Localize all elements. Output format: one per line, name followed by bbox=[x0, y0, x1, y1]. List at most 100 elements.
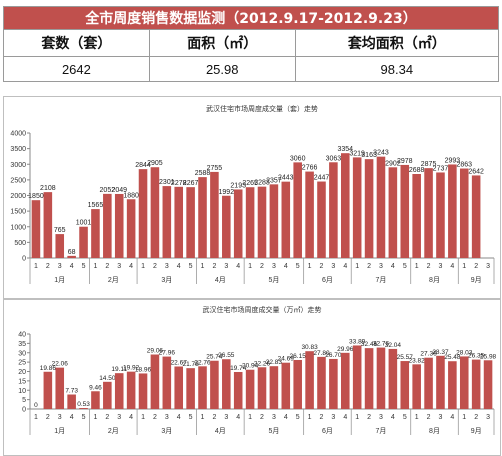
data-label: 2905 bbox=[147, 160, 163, 167]
data-label: 2267 bbox=[183, 180, 199, 187]
x-tick-label: 3 bbox=[331, 263, 335, 270]
x-tick-label: 3 bbox=[331, 414, 335, 421]
x-tick-label: 2 bbox=[105, 263, 109, 270]
y-tick-label: 25 bbox=[18, 360, 26, 367]
bar bbox=[114, 373, 124, 409]
data-label: 25.98 bbox=[480, 353, 497, 360]
data-label: 1992 bbox=[219, 189, 235, 196]
bar bbox=[305, 171, 314, 258]
month-label: 7月 bbox=[376, 427, 387, 435]
bar bbox=[79, 226, 88, 258]
bar bbox=[91, 391, 100, 409]
summary-title-row: 全市周度销售数据监测（2012.9.17-2012.9.23） bbox=[3, 6, 499, 30]
data-label: 2993 bbox=[445, 157, 461, 164]
data-label: 2049 bbox=[111, 187, 127, 194]
data-label: 3163 bbox=[361, 152, 377, 159]
bar bbox=[222, 195, 231, 258]
x-tick-label: 2 bbox=[153, 414, 157, 421]
chart-title: 武汉住宅市场周度成交量（套）走势 bbox=[206, 104, 318, 113]
value-units: 2642 bbox=[3, 56, 150, 82]
x-tick-label: 4 bbox=[70, 414, 74, 421]
x-tick-label: 5 bbox=[296, 263, 300, 270]
bar bbox=[210, 171, 219, 258]
month-label: 6月 bbox=[322, 276, 333, 284]
bar bbox=[198, 366, 207, 409]
x-tick-label: 1 bbox=[248, 263, 252, 270]
x-tick-label: 3 bbox=[165, 414, 169, 421]
bar bbox=[436, 355, 445, 409]
data-label: 0 bbox=[34, 402, 38, 409]
data-label: 26.55 bbox=[218, 352, 235, 359]
data-label: 23.82 bbox=[409, 357, 426, 364]
month-label: 4月 bbox=[215, 427, 226, 435]
x-tick-label: 1 bbox=[141, 414, 145, 421]
bar bbox=[162, 356, 172, 409]
x-tick-label: 2 bbox=[105, 414, 109, 421]
data-label: 29.06 bbox=[147, 348, 164, 355]
x-tick-label: 4 bbox=[236, 414, 240, 421]
weekly-area-chart-svg: 武汉住宅市场周度成交量（万㎡）走势05101520253035400119.86… bbox=[18, 305, 497, 435]
x-tick-label: 3 bbox=[486, 263, 490, 270]
data-label: 19.86 bbox=[40, 365, 57, 372]
x-tick-label: 1 bbox=[34, 263, 38, 270]
bar bbox=[103, 193, 112, 258]
data-label: 2443 bbox=[278, 175, 294, 182]
data-label: 21.78 bbox=[182, 361, 199, 368]
bar bbox=[67, 394, 76, 409]
bar bbox=[150, 167, 160, 258]
data-label: 25.74 bbox=[206, 354, 223, 361]
x-tick-label: 1 bbox=[462, 263, 466, 270]
data-label: 22.06 bbox=[52, 361, 69, 368]
x-tick-label: 3 bbox=[439, 414, 443, 421]
data-label: 2108 bbox=[40, 185, 56, 192]
bar bbox=[400, 361, 410, 409]
y-tick-label: 4000 bbox=[10, 131, 26, 138]
bar bbox=[55, 234, 65, 258]
bar bbox=[43, 192, 53, 258]
data-label: 2766 bbox=[302, 165, 318, 172]
data-label: 1001 bbox=[76, 220, 92, 227]
x-tick-label: 1 bbox=[308, 414, 312, 421]
bar bbox=[412, 364, 421, 409]
data-label: 2301 bbox=[159, 179, 175, 186]
x-tick-label: 1 bbox=[141, 263, 145, 270]
x-tick-label: 2 bbox=[260, 263, 264, 270]
x-tick-label: 3 bbox=[165, 263, 169, 270]
x-tick-label: 1 bbox=[93, 414, 97, 421]
data-label: 1850 bbox=[28, 193, 44, 200]
x-tick-label: 3 bbox=[58, 414, 62, 421]
y-tick-label: 40 bbox=[18, 332, 26, 339]
bar bbox=[257, 186, 267, 258]
data-label: 2688 bbox=[409, 167, 425, 174]
header-avg-area: 套均面积（㎡） bbox=[294, 29, 500, 57]
data-label: 765 bbox=[54, 227, 66, 234]
x-tick-label: 5 bbox=[403, 414, 407, 421]
data-label: 20.94 bbox=[242, 363, 259, 370]
x-tick-label: 4 bbox=[177, 263, 181, 270]
data-label: 2844 bbox=[135, 162, 151, 169]
data-label: 2902 bbox=[385, 160, 401, 167]
x-tick-label: 1 bbox=[248, 414, 252, 421]
data-label: 2737 bbox=[433, 165, 449, 172]
x-tick-label: 3 bbox=[379, 414, 383, 421]
x-tick-label: 1 bbox=[355, 414, 359, 421]
data-label: 19.92 bbox=[123, 365, 140, 372]
weekly-area-chart: 武汉住宅市场周度成交量（万㎡）走势 0 5 10 15 20 25 30 35 40 0 1 19.86… bbox=[3, 299, 501, 456]
data-label: 2447 bbox=[314, 175, 330, 182]
x-tick-label: 2 bbox=[367, 263, 371, 270]
bar bbox=[376, 347, 386, 409]
bar bbox=[138, 373, 148, 409]
month-label: 5月 bbox=[268, 276, 279, 284]
bar bbox=[162, 186, 172, 258]
bar bbox=[305, 351, 314, 409]
bar bbox=[317, 181, 326, 258]
y-tick-label: 2000 bbox=[10, 193, 26, 200]
summary-header-row: 套数（套） 面积（㎡） 套均面积（㎡） bbox=[3, 29, 500, 57]
bar bbox=[352, 157, 362, 258]
bar bbox=[364, 348, 374, 409]
x-tick-label: 3 bbox=[379, 263, 383, 270]
x-tick-label: 1 bbox=[308, 263, 312, 270]
data-label: 3060 bbox=[290, 155, 306, 162]
month-label: 1月 bbox=[54, 427, 65, 435]
x-tick-label: 3 bbox=[439, 263, 443, 270]
